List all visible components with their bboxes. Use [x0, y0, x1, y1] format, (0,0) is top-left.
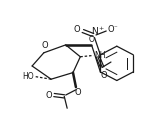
Text: O: O — [46, 91, 53, 100]
Text: O: O — [108, 25, 114, 34]
Text: O: O — [74, 88, 81, 97]
Text: O: O — [89, 35, 95, 44]
Text: ⁻: ⁻ — [113, 25, 117, 31]
Text: O: O — [100, 71, 107, 80]
Text: NH: NH — [94, 51, 106, 60]
Text: +: + — [98, 26, 103, 31]
Text: HO: HO — [23, 72, 34, 81]
Text: N: N — [91, 27, 98, 36]
Text: O: O — [42, 41, 49, 50]
Text: O: O — [73, 25, 80, 34]
